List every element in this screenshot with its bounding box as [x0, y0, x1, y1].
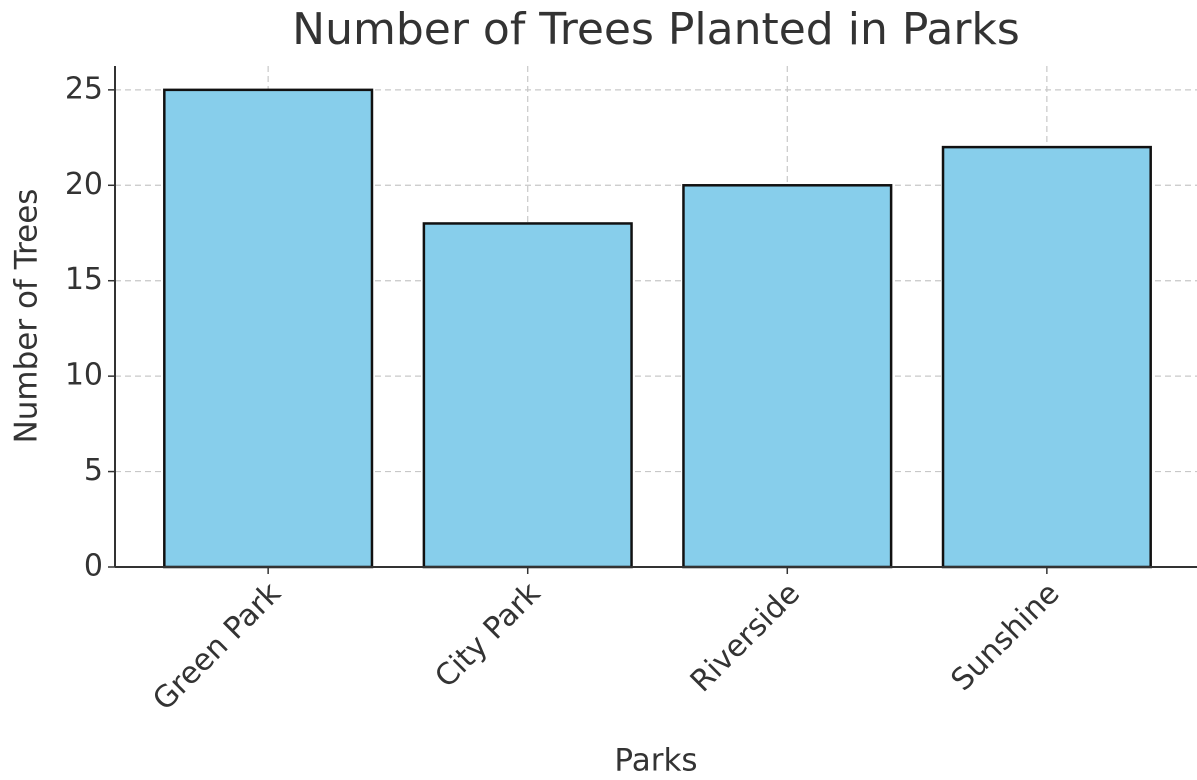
- x-tick-label: Green Park: [146, 575, 288, 717]
- bar: [682, 184, 893, 569]
- x-tick-label: Sunshine: [945, 576, 1067, 698]
- x-axis-label: Parks: [614, 743, 697, 779]
- y-tick-label: 0: [84, 549, 103, 584]
- chart-title: Number of Trees Planted in Parks: [292, 4, 1020, 55]
- y-tick-label: 15: [65, 262, 103, 297]
- y-tick-label: 10: [65, 358, 103, 393]
- y-tick-label: 20: [65, 167, 103, 202]
- x-tick-label: Riverside: [684, 576, 807, 699]
- bar: [941, 145, 1152, 569]
- x-tick-label: City Park: [428, 575, 547, 694]
- y-axis-label: Number of Trees: [9, 189, 45, 444]
- y-tick-label: 5: [84, 453, 103, 488]
- y-tick-label: 25: [65, 71, 103, 106]
- bar: [422, 222, 633, 569]
- bar: [163, 88, 374, 569]
